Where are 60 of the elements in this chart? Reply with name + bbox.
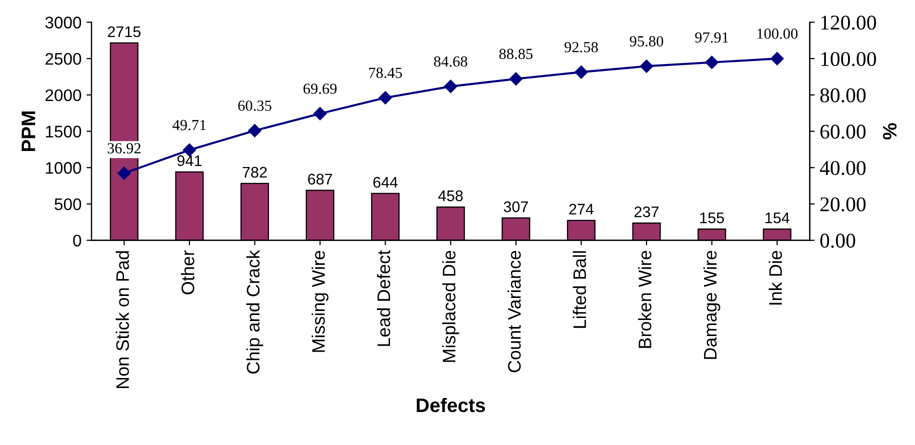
y-tick-label: 1500	[46, 126, 82, 138]
data-label: 84.68	[434, 56, 468, 67]
data-label: 100.00	[757, 28, 798, 39]
data-label: 155	[700, 212, 724, 224]
point	[118, 166, 131, 180]
x-tick-label: Ink Die	[768, 250, 782, 305]
x-tick-label: Lifted Ball	[572, 251, 586, 328]
point	[248, 124, 262, 138]
data-label: 95.80	[630, 36, 664, 47]
data-label: 97.91	[695, 32, 728, 43]
x-tick-label: Broken Wire	[638, 250, 652, 348]
point	[640, 60, 654, 73]
data-label: 237	[634, 206, 659, 218]
data-label: 36.92	[108, 143, 140, 154]
y2-tick-label: 40.00	[820, 160, 866, 176]
data-label: 644	[373, 176, 398, 188]
point	[378, 91, 392, 104]
x-tick-label: Missing Wire	[312, 250, 328, 352]
x-tick-label: Chip and Crack	[246, 250, 264, 374]
data-label: 2715	[108, 26, 141, 38]
data-label: 88.85	[499, 48, 533, 60]
point	[509, 72, 523, 86]
data-label: 69.69	[304, 84, 337, 94]
x-tick-label: Count Variance	[508, 250, 521, 372]
y2-tick-label: 20.00	[820, 197, 866, 212]
y2-tick-label: 80.00	[820, 88, 866, 102]
y-axis-title: PPM	[22, 112, 36, 152]
point	[313, 107, 327, 120]
data-label: 78.45	[369, 68, 402, 78]
y2-tick-label: 60.00	[820, 124, 866, 139]
y-tick-label: 2500	[46, 52, 82, 65]
y-tick-label: 500	[54, 198, 82, 210]
data-label: 307	[504, 201, 528, 212]
y-tick-label: 2000	[46, 89, 82, 102]
x-tick-label: Other	[181, 250, 194, 294]
data-label: 154	[766, 212, 790, 224]
y2-tick-label: 100.00	[821, 52, 876, 66]
point	[770, 52, 784, 66]
y2-tick-label: 0.00	[820, 234, 856, 248]
point	[444, 80, 458, 94]
point	[574, 65, 588, 79]
x-tick-label: Non Stick on Pad	[116, 251, 129, 388]
x-axis-title: Defects	[416, 398, 485, 412]
y-tick-label: 3000	[45, 16, 82, 28]
data-label: 941	[177, 155, 202, 166]
x-tick-label: Lead Defect	[376, 250, 390, 346]
data-label: 687	[308, 174, 332, 185]
y2-axis-title: %	[882, 123, 897, 140]
point	[705, 56, 718, 69]
y-tick-label: 0	[73, 234, 82, 247]
data-label: 458	[438, 190, 463, 202]
data-label: 49.71	[172, 120, 206, 130]
y-tick-label: 1000	[46, 162, 82, 174]
data-label: 274	[569, 204, 594, 214]
y2-tick-label: 120.00	[821, 16, 876, 30]
x-tick-label: Misplaced Die	[442, 250, 460, 362]
data-label: 782	[242, 166, 267, 178]
x-tick-label: Damage Wire	[703, 250, 720, 359]
data-label: 60.35	[238, 100, 272, 111]
data-label: 92.58	[564, 42, 598, 52]
